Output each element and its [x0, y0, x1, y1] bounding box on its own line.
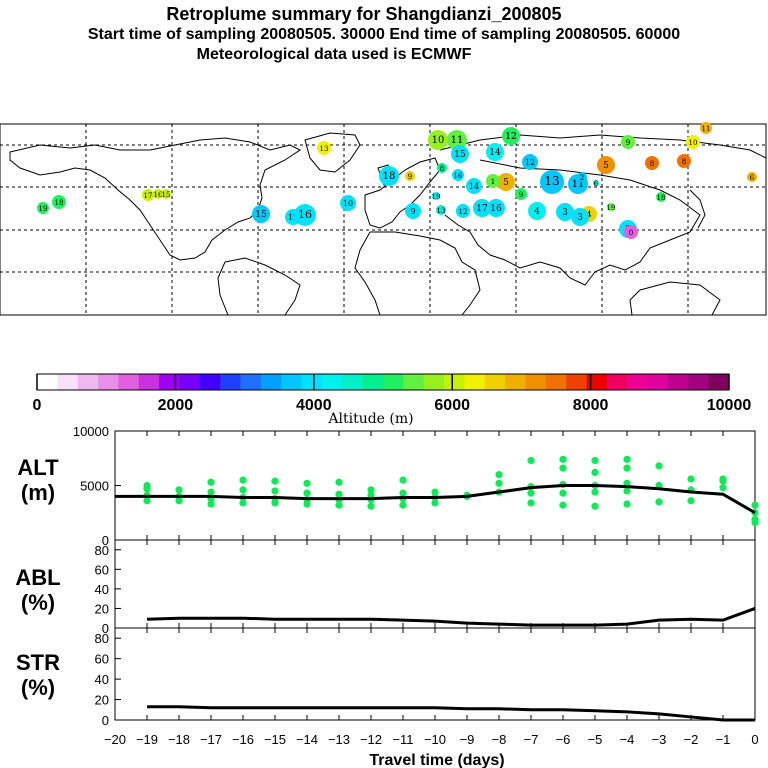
plume-marker: 10	[428, 130, 448, 150]
plume-marker: 9	[405, 203, 421, 219]
plume-marker: 12	[502, 127, 520, 145]
meteo-data-subtitle: Meteorological data used is ECMWF	[196, 46, 472, 63]
plume-marker: 5	[497, 173, 515, 191]
plume-marker-label: 8	[682, 158, 686, 166]
plume-marker: 6	[747, 172, 757, 182]
plume-marker-label: 15	[162, 191, 171, 199]
plume-marker: 12	[456, 204, 470, 218]
plume-marker-label: 10	[343, 199, 353, 208]
plume-marker-label: 17	[144, 192, 153, 200]
plume-marker-label: 5	[603, 161, 609, 171]
plume-marker: 8	[437, 163, 447, 173]
chart-title: Retroplume summary for Shangdianzi_20080…	[166, 4, 562, 24]
plume-marker: 10	[340, 195, 356, 211]
plume-marker-label: 12	[525, 158, 535, 167]
plume-marker-label: 19	[432, 193, 441, 201]
plume-marker-label: 9	[408, 173, 412, 181]
plume-marker: 18	[656, 192, 666, 202]
plume-marker: 17	[473, 199, 491, 217]
plume-marker-label: 17	[288, 213, 298, 222]
plume-marker: 15	[252, 205, 270, 223]
plume-marker: 3	[556, 203, 574, 221]
plume-marker-label: 16	[490, 204, 502, 214]
plume-marker-label: 16	[298, 208, 312, 221]
plume-marker: 16	[294, 204, 316, 226]
plume-marker: 2	[577, 172, 587, 182]
plume-marker-label: 16	[154, 191, 163, 199]
plume-marker: 3	[571, 208, 589, 226]
plume-marker-label: 9	[410, 207, 415, 216]
plume-marker-label: 0	[629, 229, 633, 237]
plume-marker-label: 17	[476, 204, 488, 214]
plume-marker-label: 4	[586, 210, 591, 219]
sampling-time-subtitle: Start time of sampling 20080505. 30000 E…	[87, 26, 681, 43]
plume-marker: 11	[700, 122, 712, 134]
plume-marker: 14	[486, 143, 504, 161]
plume-marker-label: 3	[577, 213, 583, 223]
plume-marker: 15	[451, 145, 469, 163]
plume-marker: 0	[624, 225, 638, 239]
plume-marker-label: 12	[459, 208, 468, 216]
plume-marker: 12	[522, 154, 538, 170]
plume-marker: 19	[432, 192, 441, 201]
plume-marker-label: 8	[440, 165, 444, 173]
plume-marker-label: 14	[469, 182, 479, 191]
plume-marker: 15	[161, 189, 171, 199]
plume-marker-label: 19	[607, 204, 616, 212]
plume-marker-label: 8	[650, 160, 654, 168]
plume-marker-label: 12	[505, 132, 516, 142]
plume-marker-label: 4	[534, 207, 540, 217]
plume-marker: 8	[677, 154, 691, 168]
plume-marker: 8	[645, 156, 659, 170]
plume-marker-label: 13	[437, 207, 446, 215]
plume-marker-label: 16	[454, 172, 463, 180]
plume-marker-label: 18	[657, 194, 666, 202]
plume-marker: 9	[621, 135, 635, 149]
plume-marker-label: 11	[702, 125, 711, 133]
plume-marker-label: 18	[383, 171, 396, 182]
plume-marker: 18	[379, 166, 399, 186]
plume-marker: 5	[597, 156, 615, 174]
plume-marker-label: 10	[432, 135, 445, 146]
plume-marker-label: 5	[503, 178, 509, 188]
plume-marker-label: 9	[519, 191, 523, 199]
plume-marker: 17	[142, 189, 154, 201]
plume-marker-label: 6	[750, 174, 755, 182]
plume-marker-label: 9	[626, 139, 630, 147]
plume-marker: 14	[466, 178, 482, 194]
plume-marker-label: 15	[454, 150, 466, 160]
map-frame	[0, 123, 767, 316]
plume-marker: 4	[528, 202, 546, 220]
plume-marker: 13	[317, 141, 331, 155]
plume-marker: 9	[405, 171, 415, 181]
plume-marker: 19	[607, 203, 616, 212]
plume-marker: 11	[447, 130, 467, 150]
plume-marker-label: 6	[594, 180, 599, 188]
plume-marker-label: 10	[689, 139, 698, 147]
plume-marker-label: 14	[489, 148, 501, 158]
plume-marker: 6	[593, 180, 599, 188]
plume-marker-label: 15	[255, 210, 267, 220]
plume-marker: 13	[436, 205, 446, 215]
plume-marker-label: 1	[491, 178, 495, 186]
plume-marker-label: 11	[572, 179, 585, 190]
plume-marker-label: 13	[544, 174, 559, 188]
plume-marker: 9	[515, 188, 527, 200]
plume-marker-label: 2	[580, 174, 584, 182]
plume-marker: 18	[52, 195, 66, 209]
plume-marker-label: 18	[55, 199, 64, 207]
plume-marker: 16	[452, 169, 464, 181]
plume-marker: 10	[686, 135, 700, 149]
plume-marker: 1	[486, 174, 500, 188]
plume-marker-label: 13	[320, 145, 329, 153]
plume-marker-label: 3	[562, 208, 568, 218]
plume-marker: 16	[487, 199, 505, 217]
plume-marker-label: 11	[451, 135, 464, 146]
plume-marker-label: 19	[39, 205, 48, 213]
plume-marker: 19	[37, 202, 49, 214]
plume-marker: 16	[153, 189, 163, 199]
plume-marker: 13	[540, 170, 564, 194]
